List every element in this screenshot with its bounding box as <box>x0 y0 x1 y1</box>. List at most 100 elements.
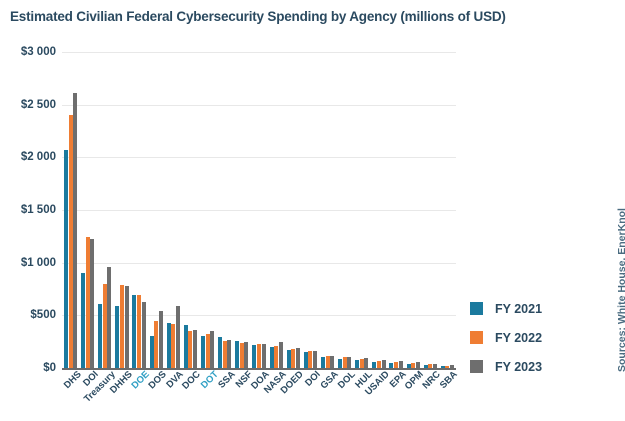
bar <box>239 343 244 368</box>
bar <box>115 305 120 368</box>
bar <box>85 237 90 368</box>
bar-group <box>440 52 455 368</box>
bar <box>166 322 171 368</box>
bar-group <box>320 52 335 368</box>
bar-group <box>406 52 420 368</box>
bar <box>364 358 369 368</box>
bar <box>406 363 411 368</box>
legend-label: FY 2022 <box>495 330 543 345</box>
legend-swatch <box>470 302 483 315</box>
bar <box>342 357 347 368</box>
bar <box>338 358 343 368</box>
bar-group <box>252 52 266 368</box>
bar <box>320 357 325 368</box>
bar <box>411 362 416 368</box>
bar <box>308 351 313 368</box>
bar-group <box>201 52 215 368</box>
bar <box>154 320 159 368</box>
bar-group <box>338 52 352 368</box>
y-axis-tick-label: $2 000 <box>20 151 56 164</box>
bar-group <box>166 52 180 368</box>
gridline <box>62 368 456 370</box>
bar <box>98 303 103 368</box>
bar <box>286 349 291 368</box>
bar <box>389 362 394 368</box>
legend-item[interactable]: FY 2021 <box>470 294 590 323</box>
gridline <box>62 210 456 211</box>
bar <box>359 359 364 368</box>
bar <box>235 341 240 368</box>
bar <box>274 346 279 368</box>
bar-group <box>303 52 317 368</box>
bar <box>244 341 249 368</box>
legend-swatch <box>470 360 483 373</box>
bar <box>205 334 210 368</box>
bar <box>381 360 386 368</box>
bar <box>278 341 283 368</box>
bar-group <box>63 52 78 368</box>
bar-group <box>286 52 300 368</box>
bar <box>218 337 223 368</box>
bar <box>445 365 450 368</box>
bar-group <box>218 52 232 368</box>
y-axis-tick-label: $1 000 <box>20 256 56 269</box>
y-axis-tick-label: $500 <box>30 309 56 322</box>
bar <box>398 361 403 368</box>
bar <box>347 356 352 368</box>
bar-group <box>81 52 95 368</box>
bar-group <box>115 52 129 368</box>
chart-legend: FY 2021 FY 2022 FY 2023 <box>470 294 590 381</box>
bar <box>325 356 330 368</box>
bar <box>256 343 261 368</box>
bar-group <box>132 52 146 368</box>
bar <box>394 361 399 368</box>
x-axis: DHS DOI Treasury DHHS DOE DOS DVA DOC DOT SSA NSF D… <box>61 369 460 421</box>
legend-item[interactable]: FY 2022 <box>470 323 590 352</box>
y-axis-tick-label: $0 <box>43 362 56 374</box>
bar <box>81 272 86 368</box>
bar <box>210 330 215 368</box>
bar <box>107 267 112 368</box>
bar <box>428 364 433 368</box>
y-axis-tick-label: $3 000 <box>20 46 56 58</box>
bar <box>376 360 381 368</box>
bar <box>119 284 124 368</box>
bar-group <box>98 52 112 368</box>
bar <box>141 302 146 368</box>
gridline <box>62 104 456 106</box>
plot-area <box>62 52 456 370</box>
bar <box>432 363 437 368</box>
gridline <box>62 262 456 264</box>
bars-layer <box>62 52 456 368</box>
legend-item[interactable]: FY 2023 <box>470 352 590 381</box>
x-axis-tick-label: SBA <box>438 369 461 391</box>
bar-group <box>355 52 369 368</box>
bar <box>158 311 163 368</box>
bar <box>68 114 73 368</box>
bar <box>132 294 137 368</box>
bar <box>175 306 180 368</box>
y-axis-tick-label: $1 500 <box>20 204 56 216</box>
y-axis-tick-label: $2 500 <box>20 98 56 111</box>
bar-group <box>423 52 437 368</box>
bar <box>222 341 227 368</box>
gridline <box>62 315 456 317</box>
bar-group <box>183 52 198 368</box>
gridline <box>62 52 456 53</box>
bar <box>291 348 296 368</box>
bar <box>330 355 335 368</box>
bar-group <box>389 52 403 368</box>
bar-group <box>269 52 283 368</box>
bar <box>193 330 198 368</box>
bar <box>137 295 142 368</box>
bar <box>303 351 308 368</box>
y-axis: $3 000 $2 500 $2 000 $1 500 $1 000 $500 $0 <box>0 46 56 374</box>
gridline <box>62 157 456 159</box>
chart-title: Estimated Civilian Federal Cybersecurity… <box>10 9 506 24</box>
bar <box>312 350 317 368</box>
bar <box>171 323 176 368</box>
bar <box>188 330 193 368</box>
bar <box>440 366 445 368</box>
bar <box>201 336 205 368</box>
